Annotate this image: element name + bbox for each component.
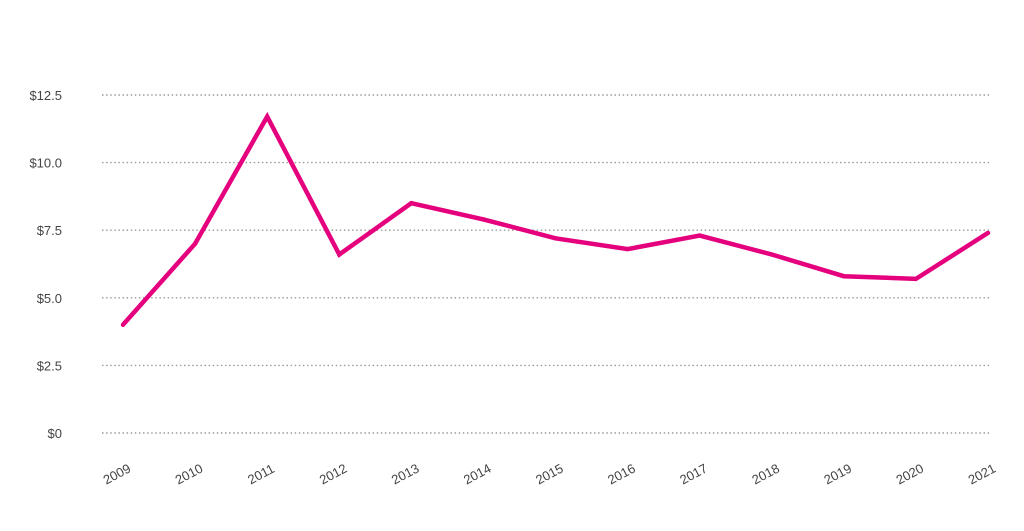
- data-point: [409, 200, 414, 206]
- y-tick-label: $12.5: [29, 88, 62, 103]
- x-tick-label: 2014: [461, 461, 494, 488]
- data-point: [913, 276, 919, 282]
- series-group: [120, 111, 991, 328]
- data-point: [264, 114, 270, 119]
- x-tick-label: 2017: [677, 461, 710, 488]
- data-point: [481, 217, 486, 222]
- x-tick-label: 2018: [749, 461, 782, 488]
- data-point: [192, 241, 198, 246]
- x-tick-label: 2016: [605, 461, 638, 488]
- x-tick-label: 2019: [821, 461, 854, 488]
- data-point: [120, 322, 126, 328]
- y-tick-label: $10.0: [29, 156, 62, 171]
- x-tick-label: 2011: [245, 461, 277, 487]
- y-tick-label: $7.5: [37, 223, 62, 238]
- x-tick-label: 2013: [389, 461, 422, 488]
- x-tick-label: 2015: [533, 461, 566, 488]
- y-tick-label: $2.5: [37, 358, 62, 373]
- data-point: [841, 273, 847, 279]
- x-tick-label: 2009: [101, 461, 134, 488]
- series-line: [121, 111, 990, 327]
- data-point: [985, 230, 991, 236]
- x-axis: 2009 2010 2011 2012 2013 2014 2015 2016 2017 2018…: [101, 461, 999, 488]
- y-tick-label: $5.0: [37, 291, 62, 306]
- x-tick-label: 2012: [317, 461, 350, 488]
- gridlines: [102, 94, 990, 434]
- data-point: [769, 252, 774, 257]
- x-tick-label: 2020: [894, 461, 927, 488]
- y-tick-label: $0: [48, 426, 62, 441]
- data-point: [625, 246, 630, 252]
- x-tick-label: 2021: [966, 461, 999, 488]
- data-point: [553, 236, 558, 241]
- data-point: [697, 233, 702, 238]
- x-tick-label: 2010: [173, 461, 206, 488]
- y-axis: $0 $2.5 $5.0 $7.5 $10.0 $12.5: [29, 88, 62, 441]
- data-point: [337, 252, 342, 257]
